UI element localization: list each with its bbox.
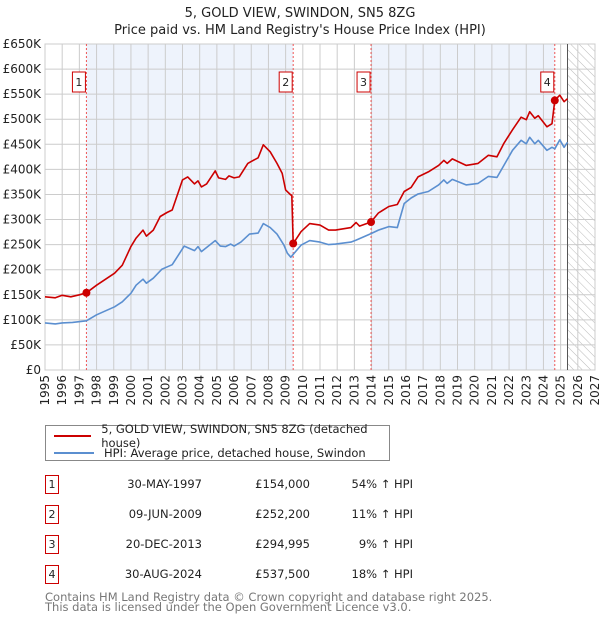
x-tick-label: 2020 <box>468 375 482 406</box>
y-tick-label: £350K <box>3 187 43 201</box>
chart-legend: 5, GOLD VIEW, SWINDON, SN5 8ZG (detached… <box>45 422 390 461</box>
x-tick-label: 2017 <box>416 375 430 406</box>
x-tick-label: 2027 <box>588 375 600 406</box>
sale-label: 1 <box>75 76 82 89</box>
transaction-date: 30-AUG-2024 <box>124 567 202 581</box>
y-tick-label: £50K <box>10 338 42 352</box>
x-tick-label: 2025 <box>554 375 568 406</box>
footer-licence: This data is licensed under the Open Gov… <box>45 600 412 614</box>
x-tick-label: 2004 <box>193 375 207 406</box>
legend-item-hpi: HPI: Average price, detached house, Swin… <box>54 445 366 461</box>
y-tick-label: £100K <box>3 313 43 327</box>
y-tick-label: £450K <box>3 137 43 151</box>
x-tick-label: 2003 <box>176 375 190 406</box>
x-tick-label: 1999 <box>107 375 121 406</box>
sale-label: 2 <box>282 76 289 89</box>
x-tick-label: 2008 <box>261 375 275 406</box>
x-tick-label: 2015 <box>382 375 396 406</box>
x-tick-label: 2009 <box>279 375 293 406</box>
x-tick-label: 2006 <box>227 375 241 406</box>
x-tick-label: 2005 <box>210 375 224 406</box>
legend-swatch-property <box>54 435 92 437</box>
transaction-hpi-diff: 18% ↑ HPI <box>351 567 413 581</box>
x-tick-label: 2018 <box>433 375 447 406</box>
x-tick-label: 1997 <box>72 375 86 406</box>
x-tick-label: 2011 <box>313 375 327 406</box>
x-tick-label: 2010 <box>296 375 310 406</box>
y-tick-label: £500K <box>3 112 43 126</box>
y-tick-label: £400K <box>3 162 43 176</box>
sale-label-box <box>71 71 86 93</box>
x-tick-label: 1996 <box>55 375 69 406</box>
x-tick-label: 2023 <box>519 375 533 406</box>
x-tick-label: 2007 <box>244 375 258 406</box>
sale-label-box <box>278 71 293 93</box>
x-tick-label: 2016 <box>399 375 413 406</box>
x-tick-label: 2019 <box>451 375 465 406</box>
transaction-price: £294,995 <box>255 537 310 551</box>
y-tick-label: £300K <box>3 213 43 227</box>
transaction-price: £154,000 <box>255 477 310 491</box>
x-tick-label: 2014 <box>365 375 379 406</box>
legend-item-property: 5, GOLD VIEW, SWINDON, SN5 8ZG (detached… <box>54 422 389 450</box>
y-tick-label: £0 <box>26 363 41 377</box>
hpi-line <box>44 136 569 325</box>
x-tick-label: 2022 <box>502 375 516 406</box>
transaction-date: 20-DEC-2013 <box>125 537 202 551</box>
x-tick-label: 2021 <box>485 375 499 406</box>
transaction-date: 09-JUN-2009 <box>128 507 202 521</box>
sale-point <box>82 288 91 297</box>
sale-period-band <box>371 44 555 370</box>
transaction-hpi-diff: 9% ↑ HPI <box>358 537 413 551</box>
x-tick-label: 1998 <box>90 375 104 406</box>
y-tick-label: £650K <box>3 37 43 51</box>
x-tick-label: 2026 <box>571 375 585 406</box>
transaction-date: 30-MAY-1997 <box>127 477 202 491</box>
y-tick-label: £600K <box>3 62 43 76</box>
property-price-line <box>44 94 569 299</box>
transaction-hpi-diff: 54% ↑ HPI <box>351 477 413 491</box>
chart-subtitle: Price paid vs. HM Land Registry's House … <box>114 23 486 38</box>
price-chart: 1 2 3 4 £0 £50K £100K £150K £200K £250K £300K £350K… <box>3 37 600 406</box>
chart-title: 5, GOLD VIEW, SWINDON, SN5 8ZG <box>184 6 416 21</box>
legend-label-property: 5, GOLD VIEW, SWINDON, SN5 8ZG (detached… <box>101 422 368 450</box>
transaction-row: 3 20-DEC-2013 £294,995 9% ↑ HPI <box>45 535 445 555</box>
transaction-row: 1 30-MAY-1997 £154,000 54% ↑ HPI <box>45 475 445 495</box>
transaction-number: 1 <box>45 475 59 494</box>
transaction-row: 2 09-JUN-2009 £252,200 11% ↑ HPI <box>45 505 445 525</box>
transaction-hpi-diff: 11% ↑ HPI <box>351 507 413 521</box>
sale-label-box <box>356 71 371 93</box>
transaction-price: £537,500 <box>255 567 310 581</box>
transaction-number: 4 <box>45 565 59 584</box>
transaction-number: 2 <box>45 505 59 524</box>
y-tick-label: £150K <box>3 288 43 302</box>
footer-copyright: Contains HM Land Registry data © Crown c… <box>45 590 493 604</box>
sale-point <box>289 239 298 248</box>
transaction-row: 4 30-AUG-2024 £537,500 18% ↑ HPI <box>45 565 445 585</box>
plot-border <box>44 43 596 371</box>
sale-point <box>550 96 559 105</box>
sale-period-band <box>86 44 294 370</box>
x-tick-label: 2013 <box>347 375 361 406</box>
x-tick-label: 2024 <box>536 375 550 406</box>
legend-swatch-hpi <box>54 452 94 454</box>
y-tick-label: £250K <box>3 238 43 252</box>
transaction-number: 3 <box>45 535 59 554</box>
transaction-price: £252,200 <box>255 507 310 521</box>
forecast-hatch <box>567 44 595 370</box>
x-tick-label: 2000 <box>124 375 138 406</box>
y-tick-label: £200K <box>3 263 43 277</box>
x-tick-label: 1995 <box>38 375 52 406</box>
x-tick-label: 2012 <box>330 375 344 406</box>
x-tick-label: 2002 <box>158 375 172 406</box>
legend-label-hpi: HPI: Average price, detached house, Swin… <box>104 446 366 460</box>
x-tick-label: 2001 <box>141 375 155 406</box>
sale-label-box <box>540 71 555 93</box>
sale-label: 3 <box>360 76 367 89</box>
sale-point <box>367 218 376 227</box>
y-tick-label: £550K <box>3 87 43 101</box>
sale-label: 4 <box>544 76 551 89</box>
